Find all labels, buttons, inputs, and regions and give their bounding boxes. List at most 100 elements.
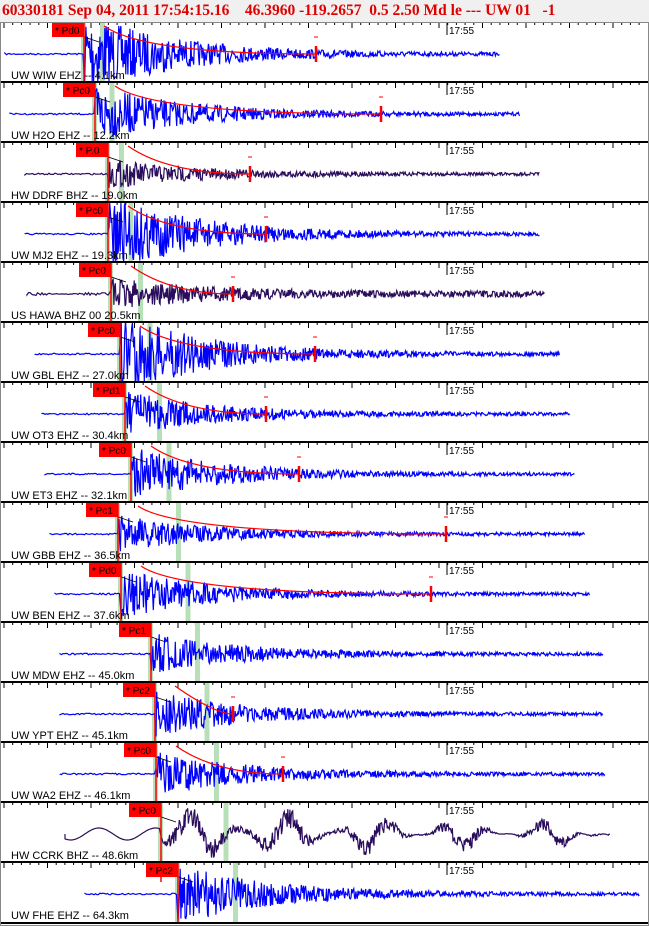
station-label: UW GBL EHZ -- 27.0km: [11, 370, 129, 382]
time-label: 17:55: [449, 566, 474, 577]
time-label: 17:55: [449, 866, 474, 877]
trace-10[interactable]: 17:55 * Pc1 UW MDW EHZ -- 45.0km: [0, 621, 649, 682]
pick-flag: [76, 143, 108, 157]
waveform: [64, 808, 611, 858]
coda-curve: [140, 565, 432, 595]
pick-flag: [88, 323, 120, 337]
pick-flag: [86, 503, 118, 517]
coda-curve: [144, 385, 267, 415]
pick-label: * P.0: [79, 146, 100, 157]
trace-3[interactable]: 17:55 * Pc0 UW MJ2 EHZ -- 19.3km: [0, 201, 649, 262]
trace-2[interactable]: 17:55 * P.0 HW DDRF BHZ -- 19.0km: [0, 141, 649, 202]
pick-label: * Pc0: [127, 746, 151, 757]
pick-label: * Pc1: [89, 506, 113, 517]
station-label: UW WA2 EHZ -- 46.1km: [11, 790, 130, 802]
time-label: 17:55: [449, 266, 474, 277]
time-label: 17:55: [449, 386, 474, 397]
time-label: 17:55: [449, 446, 474, 457]
time-label: 17:55: [449, 806, 474, 817]
pick-label: * Pc0: [79, 206, 103, 217]
pick-flag: [63, 83, 95, 97]
pick-flag: [52, 23, 84, 37]
station-label: UW WIW EHZ -- 4.1km: [11, 70, 125, 82]
pick-flag: [124, 743, 156, 757]
s-phase-marker: [223, 803, 229, 862]
coda-curve: [137, 505, 447, 535]
pick-label: * Pd1: [96, 386, 121, 397]
pick-label: * Pc2: [126, 686, 150, 697]
time-label: 17:55: [449, 26, 474, 37]
station-label: UW OT3 EHZ -- 30.4km: [11, 430, 128, 442]
waveform: [54, 573, 590, 617]
waveform: [84, 868, 640, 922]
station-label: UW FHE EHZ -- 64.3km: [11, 910, 129, 922]
trace-7[interactable]: 17:55 * Pc0 UW ET3 EHZ -- 32.1km: [0, 441, 649, 502]
time-label: 17:55: [449, 146, 474, 157]
coda-curve: [127, 205, 267, 235]
waveform: [26, 277, 545, 308]
station-label: UW YPT EHZ -- 45.1km: [11, 730, 128, 742]
pick-flag: [79, 263, 111, 277]
waveform: [59, 752, 606, 793]
trace-4[interactable]: 17:55 * Pc0 US HAWA BHZ 00 20.5km: [0, 261, 649, 322]
waveform: [24, 160, 540, 188]
s-phase-marker: [128, 203, 134, 262]
pick-label: * Pc1: [122, 626, 146, 637]
time-label: 17:55: [449, 506, 474, 517]
trace-1[interactable]: 17:55 * Pc0 UW H2O EHZ -- 12.2km: [0, 81, 649, 142]
pick-label: * Pc2: [149, 866, 173, 877]
pick-flag: [123, 683, 155, 697]
waveform: [59, 634, 604, 673]
coda-curve: [103, 25, 317, 55]
time-label: 17:55: [449, 746, 474, 757]
station-label: US HAWA BHZ 00 20.5km: [11, 310, 140, 322]
waveform: [44, 449, 575, 497]
trace-9[interactable]: 17:55 * Pd0 UW BEN EHZ -- 37.6km: [0, 561, 649, 622]
time-label: 17:55: [449, 206, 474, 217]
coda-curve: [114, 85, 382, 115]
pick-label: * Pd0: [92, 566, 117, 577]
pick-label: * Pd0: [55, 26, 80, 37]
trace-13[interactable]: 17:55 * Pc0 HW CCRK BHZ -- 48.6km: [0, 801, 649, 882]
pick-flag: [89, 563, 121, 577]
pick-flag: [146, 863, 178, 877]
pick-label: * Pc0: [91, 326, 115, 337]
s-phase-marker: [233, 863, 238, 922]
station-label: UW H2O EHZ -- 12.2km: [11, 130, 130, 142]
coda-curve: [174, 685, 234, 715]
coda-curve: [175, 745, 284, 775]
trace-11[interactable]: 17:55 * Pc2 UW YPT EHZ -- 45.1km: [0, 681, 649, 742]
station-label: UW MJ2 EHZ -- 19.3km: [11, 250, 128, 262]
time-label: 17:55: [449, 86, 474, 97]
pick-flag: [93, 383, 125, 397]
station-label: UW MDW EHZ -- 45.0km: [11, 670, 134, 682]
pick-flag: [119, 623, 151, 637]
pick-flag: [129, 803, 161, 817]
pick-label: * Pc0: [82, 266, 106, 277]
trace-14[interactable]: 17:55 * Pc2 UW FHE EHZ -- 64.3km: [0, 861, 649, 922]
coda-curve: [150, 445, 300, 475]
station-label: HW CCRK BHZ -- 48.6km: [11, 850, 138, 862]
station-label: UW BEN EHZ -- 37.6km: [11, 610, 130, 622]
s-phase-marker: [204, 683, 210, 742]
trace-5[interactable]: 17:55 * Pc0 UW GBL EHZ -- 27.0km: [0, 321, 649, 382]
coda-curve: [127, 145, 251, 175]
waveform: [34, 322, 560, 382]
pick-flag: [76, 203, 108, 217]
time-label: 17:55: [449, 686, 474, 697]
station-label: HW DDRF BHZ -- 19.0km: [11, 190, 138, 202]
time-label: 17:55: [449, 626, 474, 637]
waveform: [24, 202, 540, 262]
trace-12[interactable]: 17:55 * Pc0 UW WA2 EHZ -- 46.1km: [0, 741, 649, 802]
trace-0[interactable]: 17:55 * Pd0 UW WIW EHZ -- 4.1km: [0, 22, 649, 82]
waveform: [4, 25, 500, 82]
coda-curve: [139, 325, 316, 355]
event-header: 60330181 Sep 04, 2011 17:54:15.16 46.396…: [0, 0, 649, 22]
s-phase-marker: [119, 143, 124, 202]
pick-flag: [99, 443, 131, 457]
trace-8[interactable]: 17:55 * Pc1 UW GBB EHZ -- 36.5km: [0, 501, 649, 562]
pick-label: * Pc0: [66, 86, 90, 97]
coda-curve: [130, 265, 234, 295]
trace-6[interactable]: 17:55 * Pd1 UW OT3 EHZ -- 30.4km: [0, 381, 649, 442]
